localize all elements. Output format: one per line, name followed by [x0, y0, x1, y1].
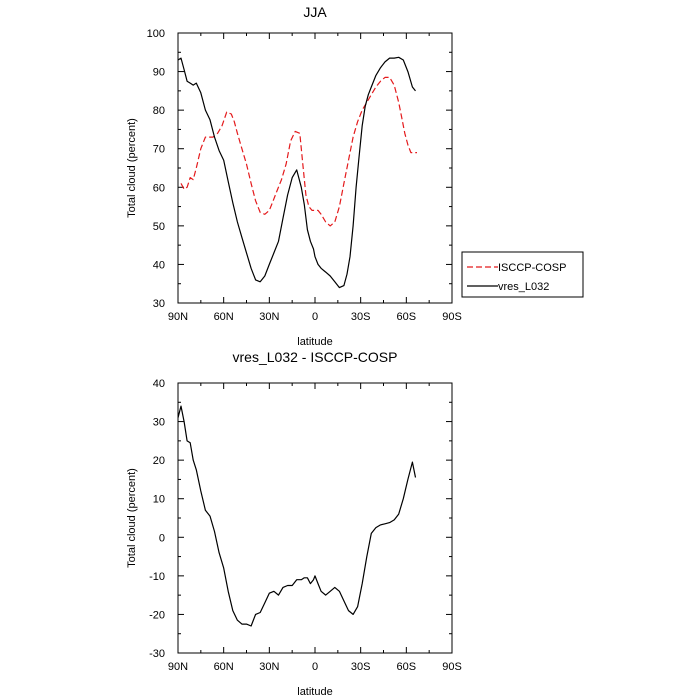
top-x-tick-label: 60S: [397, 311, 417, 323]
bottom-x-tick-label: 0: [312, 661, 318, 673]
bottom-y-tick-label: 30: [153, 417, 165, 429]
top-x-axis-label: latitude: [297, 336, 332, 348]
bottom-x-axis-label: latitude: [297, 686, 332, 698]
top-y-tick-label: 80: [153, 105, 165, 117]
bottom-y-tick-label: -30: [149, 648, 165, 660]
bottom-y-tick-label: 20: [153, 455, 165, 467]
top-series-group: [177, 56, 417, 289]
bottom-x-tick-label: 90S: [442, 661, 462, 673]
top-panel: JJA 90N 60N 30N 0 30S 60S 90S 30 40 50 60 70 80 90 100…: [126, 4, 584, 348]
bottom-x-tick-label: 60S: [397, 661, 417, 673]
top-x-tick-label: 90S: [442, 311, 462, 323]
top-series-line-vres-l032: [177, 56, 416, 289]
bottom-x-tick-label: 30N: [259, 661, 279, 673]
top-y-tick-label: 70: [153, 144, 165, 156]
top-x-tick-label: 30S: [351, 311, 371, 323]
top-series-line-isccp-cosp: [180, 76, 417, 227]
bottom-ticks: 90N 60N 30N 0 30S 60S 90S -30 -20 -10 0 10 20 30 40: [149, 378, 462, 673]
bottom-chart-title: vres_L032 - ISCCP-COSP: [233, 349, 398, 365]
top-y-tick-label: 90: [153, 67, 165, 79]
bottom-plot-frame: [177, 382, 453, 654]
bottom-y-tick-label: -20: [149, 609, 165, 621]
legend-box: [461, 251, 584, 298]
top-plot-frame: [177, 32, 453, 304]
bottom-series-group: [177, 405, 417, 627]
legend: ISCCP-COSP vres_L032: [461, 251, 584, 298]
top-ticks: 90N 60N 30N 0 30S 60S 90S 30 40 50 60 70 80 90 100: [147, 28, 462, 323]
top-chart-title: JJA: [303, 4, 327, 20]
top-y-tick-label: 30: [153, 298, 165, 310]
bottom-y-axis-label: Total cloud (percent): [126, 468, 138, 568]
bottom-x-tick-label: 90N: [168, 661, 188, 673]
legend-label-vres: vres_L032: [498, 281, 549, 293]
top-x-tick-label: 0: [312, 311, 318, 323]
bottom-panel: vres_L032 - ISCCP-COSP 90N 60N 30N 0 30S 60S 9…: [126, 349, 462, 698]
bottom-y-tick-label: -10: [149, 571, 165, 583]
top-y-tick-label: 50: [153, 221, 165, 233]
top-y-tick-label: 100: [147, 28, 165, 40]
bottom-y-tick-label: 40: [153, 378, 165, 390]
top-y-tick-label: 40: [153, 259, 165, 271]
top-y-tick-label: 60: [153, 182, 165, 194]
bottom-series-line-0: [177, 405, 417, 627]
top-x-tick-label: 60N: [214, 311, 234, 323]
top-x-tick-label: 90N: [168, 311, 188, 323]
bottom-x-tick-label: 30S: [351, 661, 371, 673]
bottom-y-tick-label: 10: [153, 494, 165, 506]
top-y-axis-label: Total cloud (percent): [126, 118, 138, 218]
legend-label-isccp: ISCCP-COSP: [498, 262, 566, 274]
bottom-x-tick-label: 60N: [214, 661, 234, 673]
bottom-y-tick-label: 0: [159, 532, 165, 544]
top-x-tick-label: 30N: [259, 311, 279, 323]
